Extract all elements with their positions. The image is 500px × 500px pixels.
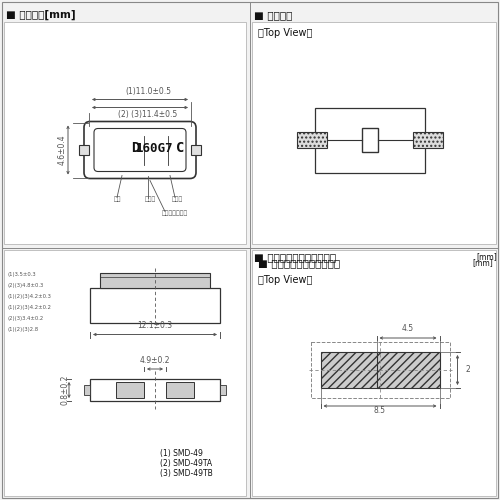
Text: 〈Top View〉: 〈Top View〉 [258, 28, 312, 38]
Text: ■ ランドパターン（参考）: ■ ランドパターン（参考） [258, 258, 340, 268]
Text: (2)(3)4.8±0.3: (2)(3)4.8±0.3 [8, 283, 44, 288]
FancyBboxPatch shape [84, 122, 196, 178]
Text: D: D [131, 141, 139, 155]
Text: ■ 内部接続: ■ 内部接続 [254, 10, 292, 20]
Text: (2)(3)3.4±0.2: (2)(3)3.4±0.2 [8, 316, 44, 321]
Bar [315, 108, 425, 172]
Text: [mm]: [mm] [476, 252, 497, 261]
Bar [320, 352, 384, 388]
Bar [191, 145, 201, 155]
Text: ■ 外形尸法[mm]: ■ 外形尸法[mm] [6, 10, 75, 20]
Text: [mm]: [mm] [472, 258, 493, 267]
Text: 4.6±0.4: 4.6±0.4 [58, 134, 66, 166]
Text: (1)11.0±0.5: (1)11.0±0.5 [125, 87, 171, 96]
Text: 8.5: 8.5 [374, 406, 386, 415]
Bar [90, 288, 220, 322]
Text: 160G7: 160G7 [136, 142, 174, 154]
Bar [252, 22, 496, 244]
Text: (2) SMD-49TA: (2) SMD-49TA [160, 459, 212, 468]
Bar [252, 250, 496, 496]
Bar [297, 132, 327, 148]
Bar [166, 382, 194, 398]
Bar [4, 22, 246, 244]
Text: C: C [176, 141, 184, 155]
Text: 4.5: 4.5 [402, 324, 414, 333]
Text: 0.8±0.2: 0.8±0.2 [60, 375, 70, 405]
Text: (1)(2)(3)4.2±0.2: (1)(2)(3)4.2±0.2 [8, 305, 52, 310]
Bar [79, 145, 89, 155]
Text: (2) (3)11.4±0.5: (2) (3)11.4±0.5 [118, 110, 178, 119]
Bar [100, 272, 210, 287]
Bar [220, 385, 226, 395]
Bar [310, 342, 450, 398]
Text: 〈Top View〉: 〈Top View〉 [258, 275, 312, 285]
Bar [84, 385, 90, 395]
Text: 社名: 社名 [114, 197, 122, 202]
Bar [413, 132, 443, 148]
Text: (1)(2)(3)2.8: (1)(2)(3)2.8 [8, 327, 39, 332]
Text: ■ ランドパターン（参考）: ■ ランドパターン（参考） [254, 252, 336, 262]
Text: 2: 2 [466, 366, 470, 374]
Bar [362, 128, 378, 152]
Bar [116, 382, 144, 398]
Text: (1)(2)(3)4.2±0.3: (1)(2)(3)4.2±0.3 [8, 294, 52, 299]
Bar [4, 250, 246, 496]
Text: 12.1±0.3: 12.1±0.3 [138, 320, 172, 330]
Text: 周波数: 周波数 [145, 197, 156, 202]
Bar [376, 352, 440, 388]
Text: 生産地: 生産地 [172, 197, 183, 202]
Bar [90, 379, 220, 401]
Text: (1)3.5±0.3: (1)3.5±0.3 [8, 272, 36, 277]
Text: 製造ロット番号: 製造ロット番号 [162, 210, 188, 216]
Text: (3) SMD-49TB: (3) SMD-49TB [160, 469, 213, 478]
Text: (1) SMD-49: (1) SMD-49 [160, 449, 203, 458]
Text: 4.9±0.2: 4.9±0.2 [140, 356, 170, 365]
